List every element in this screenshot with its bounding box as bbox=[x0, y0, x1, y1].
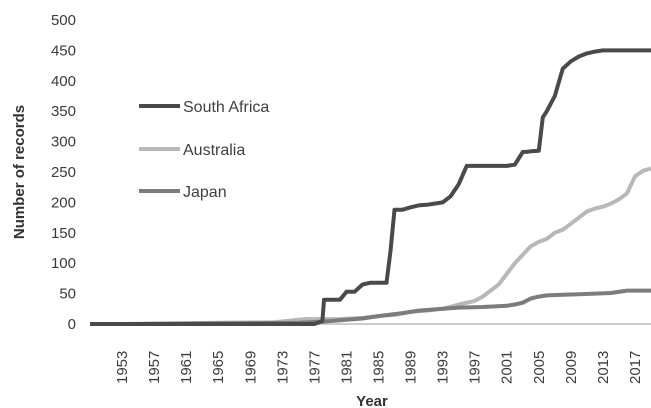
x-axis-title: Year bbox=[356, 393, 388, 408]
x-tick-label: 1961 bbox=[178, 351, 195, 384]
x-tick-label: 1973 bbox=[274, 351, 291, 384]
x-tick-label: 2009 bbox=[563, 351, 580, 384]
x-tick-label: 1953 bbox=[114, 351, 131, 384]
x-tick-label: 1997 bbox=[467, 351, 484, 384]
legend-label: South Africa bbox=[183, 99, 269, 116]
x-tick-label: 1985 bbox=[371, 351, 388, 384]
legend: South Africa Australia Japan bbox=[139, 99, 269, 201]
y-tick-label: 100 bbox=[51, 255, 76, 272]
legend-label: Japan bbox=[183, 184, 227, 201]
y-axis-title: Number of records bbox=[11, 105, 28, 239]
x-tick-label: 1957 bbox=[146, 351, 163, 384]
x-axis-ticks: 1953 1957 1961 1965 1969 1973 1977 1981 1985 1989… bbox=[114, 351, 644, 384]
y-tick-label: 50 bbox=[59, 286, 76, 303]
series-line-japan bbox=[90, 288, 651, 326]
series-line-south-africa bbox=[90, 48, 651, 326]
y-tick-label: 350 bbox=[51, 103, 76, 120]
x-tick-label: 1981 bbox=[338, 351, 355, 384]
x-tick-label: 1969 bbox=[242, 351, 259, 384]
x-tick-label: 1965 bbox=[210, 351, 227, 384]
y-tick-label: 450 bbox=[51, 42, 76, 59]
x-tick-label: 2017 bbox=[627, 351, 644, 384]
x-tick-label: 1977 bbox=[306, 351, 323, 384]
y-tick-label: 150 bbox=[51, 225, 76, 242]
x-tick-label: 2005 bbox=[531, 351, 548, 384]
legend-label: Australia bbox=[183, 142, 245, 159]
y-tick-label: 250 bbox=[51, 164, 76, 181]
x-tick-label: 1989 bbox=[403, 351, 420, 384]
y-axis-ticks: 0 50 100 150 200 250 300 350 400 450 500 bbox=[51, 12, 76, 333]
x-tick-label: 2013 bbox=[595, 351, 612, 384]
series-lines bbox=[90, 48, 651, 326]
x-tick-label: 2001 bbox=[499, 351, 516, 384]
y-tick-label: 400 bbox=[51, 73, 76, 90]
y-tick-label: 0 bbox=[68, 316, 76, 333]
y-tick-label: 300 bbox=[51, 134, 76, 151]
x-tick-label: 1993 bbox=[435, 351, 452, 384]
y-tick-label: 500 bbox=[51, 12, 76, 29]
y-tick-label: 200 bbox=[51, 194, 76, 211]
